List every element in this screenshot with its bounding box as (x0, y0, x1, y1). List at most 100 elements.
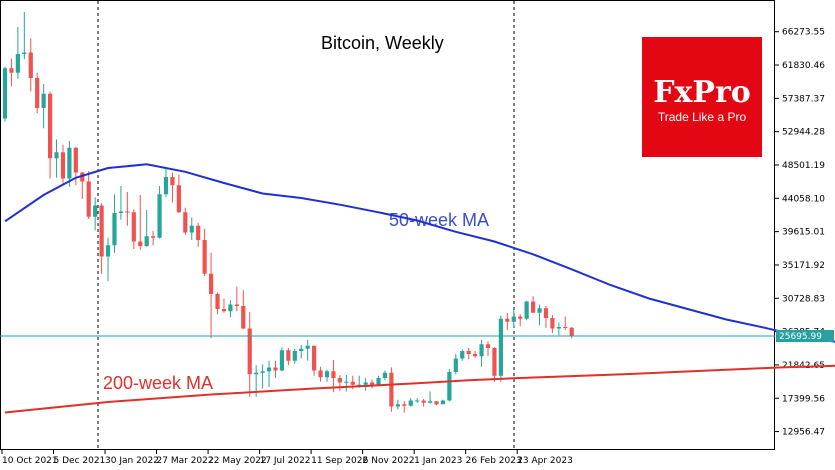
logo-background (642, 37, 762, 157)
candle (453, 354, 458, 375)
ma50-line (4, 163, 835, 343)
current-price-line: 25695.99 (0, 330, 834, 343)
candle (427, 391, 433, 404)
candle-body (28, 52, 33, 78)
candle (556, 322, 561, 336)
candle-body (99, 205, 104, 257)
candle-body (505, 318, 510, 322)
candle-body (15, 54, 20, 73)
candle-body (292, 351, 297, 361)
candle-body (2, 68, 8, 119)
y-tick-label: 30728.83 (782, 294, 825, 304)
candle (434, 401, 439, 405)
candle-body (163, 177, 169, 195)
candle (498, 315, 503, 382)
candle-body (112, 213, 117, 246)
candle (67, 141, 72, 187)
candle-body (543, 308, 549, 318)
candle (344, 375, 349, 392)
candle (305, 339, 310, 361)
candle-body (363, 382, 368, 385)
candle (440, 399, 446, 405)
candle-body (556, 327, 561, 329)
candle-body (54, 152, 59, 159)
candle-body (518, 316, 523, 319)
candle (247, 312, 252, 397)
candle-body (170, 177, 175, 186)
candle-body (151, 236, 156, 238)
candle (228, 300, 233, 318)
x-tick-label: 11 Sep 2022 (311, 456, 368, 466)
candle-body (344, 381, 349, 383)
candle-body (86, 181, 91, 217)
x-tick-label: 1 Jan 2023 (414, 456, 462, 466)
candle (144, 210, 149, 247)
x-tick-label: 30 Jan 2022 (105, 456, 159, 466)
candle-body (286, 350, 291, 361)
candle (202, 228, 207, 276)
candle (215, 292, 220, 315)
candle-body (131, 212, 136, 242)
candle (170, 172, 175, 203)
candle-body (427, 401, 433, 403)
candle (151, 231, 156, 246)
candle-body (47, 93, 53, 159)
candle (518, 314, 523, 327)
ma50-label: 50-week MA (389, 210, 489, 230)
candle-body (234, 304, 239, 306)
candle (157, 186, 162, 239)
candle-body (395, 404, 400, 407)
candle-body (460, 351, 465, 359)
candle (376, 375, 381, 385)
candle (28, 38, 33, 92)
candle-body (530, 301, 536, 313)
candle-body (324, 371, 330, 378)
y-tick-label: 17399.56 (782, 394, 825, 404)
candle-body (35, 78, 40, 108)
candle-body (183, 212, 188, 233)
candle (41, 84, 46, 129)
candle (524, 300, 529, 321)
candle (234, 286, 239, 312)
candle-body (241, 306, 246, 329)
y-axis: 66273.55 61830.46 57387.37 52944.28 48501.19… (775, 28, 825, 438)
candle (550, 315, 555, 333)
candle (189, 217, 194, 240)
candle-body (550, 318, 555, 329)
candle-body (492, 348, 497, 376)
logo-tagline: Trade Like a Pro (658, 110, 747, 124)
candle (286, 348, 291, 366)
candle-body (369, 382, 375, 385)
candle-body (273, 367, 278, 371)
candle (324, 369, 330, 382)
candle (2, 66, 8, 122)
candle-body (228, 304, 233, 312)
y-tick-label: 61830.46 (782, 61, 825, 71)
candle-body (176, 185, 181, 213)
candle-body (524, 301, 529, 319)
candle (505, 312, 510, 330)
candle (363, 378, 368, 391)
candle-body (318, 370, 323, 378)
candle (176, 174, 181, 213)
candle-body (125, 211, 130, 213)
candle-body (389, 372, 394, 407)
candle (196, 222, 201, 247)
candle (86, 171, 91, 219)
candle (408, 398, 413, 407)
candle-body (485, 344, 491, 348)
y-tick-label: 35171.92 (782, 261, 825, 271)
x-tick-label: 6 Nov 2022 (363, 456, 415, 466)
candle (118, 186, 124, 220)
candle-body (473, 354, 478, 357)
candle-body (498, 318, 503, 376)
fxpro-logo: FxPro Trade Like a Pro (642, 37, 762, 157)
candle (415, 398, 420, 403)
candle-body (447, 372, 452, 401)
candle (241, 290, 246, 330)
candle-body (434, 401, 439, 405)
candle (9, 58, 14, 87)
chart-title: Bitcoin, Weekly (321, 33, 444, 53)
candle (163, 167, 169, 198)
